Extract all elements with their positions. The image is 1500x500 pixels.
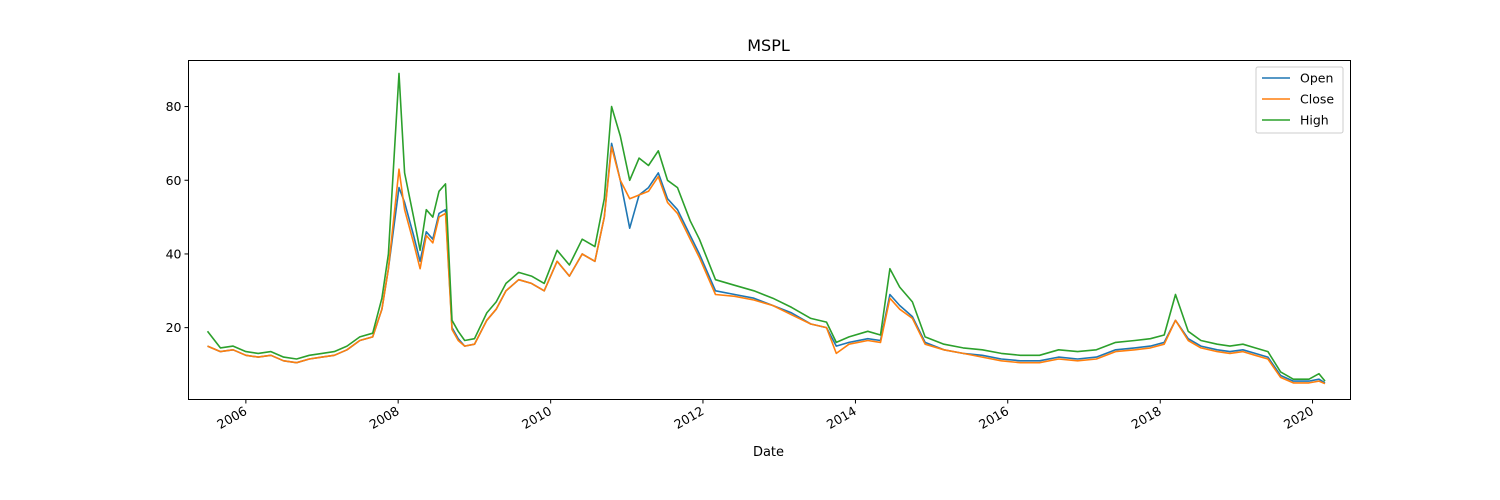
x-tick-label: 2006 (214, 403, 249, 432)
series-layer (206, 72, 1326, 385)
y-tick-label: 60 (166, 173, 182, 188)
legend: Open Close High (1255, 66, 1344, 134)
legend-label-high: High (1300, 113, 1329, 128)
x-tick-label: 2012 (671, 403, 706, 432)
x-axis-label: Date (753, 445, 784, 460)
legend-label-close: Close (1300, 92, 1334, 107)
y-axis: 20 40 60 80 (166, 99, 189, 335)
x-tick-label: 2014 (824, 403, 859, 432)
legend-label-open: Open (1300, 71, 1333, 86)
y-tick-label: 40 (166, 246, 182, 261)
series-line-high (206, 72, 1326, 382)
x-tick-label: 2008 (367, 403, 402, 432)
legend-box (1255, 66, 1344, 134)
y-tick-label: 20 (166, 320, 182, 335)
chart-title: MSPL (747, 36, 790, 55)
x-tick-label: 2018 (1129, 403, 1164, 432)
x-tick-label: 2016 (976, 403, 1011, 432)
plot-frame (188, 60, 1351, 400)
y-tick-label: 80 (166, 99, 182, 114)
series-line-close (207, 146, 1326, 385)
x-tick-label: 2010 (519, 403, 554, 432)
x-tick-label: 2020 (1281, 403, 1316, 432)
x-axis: 2006 2008 2010 2012 2014 2016 2018 2020 (214, 399, 1316, 432)
series-line-open (207, 142, 1326, 384)
